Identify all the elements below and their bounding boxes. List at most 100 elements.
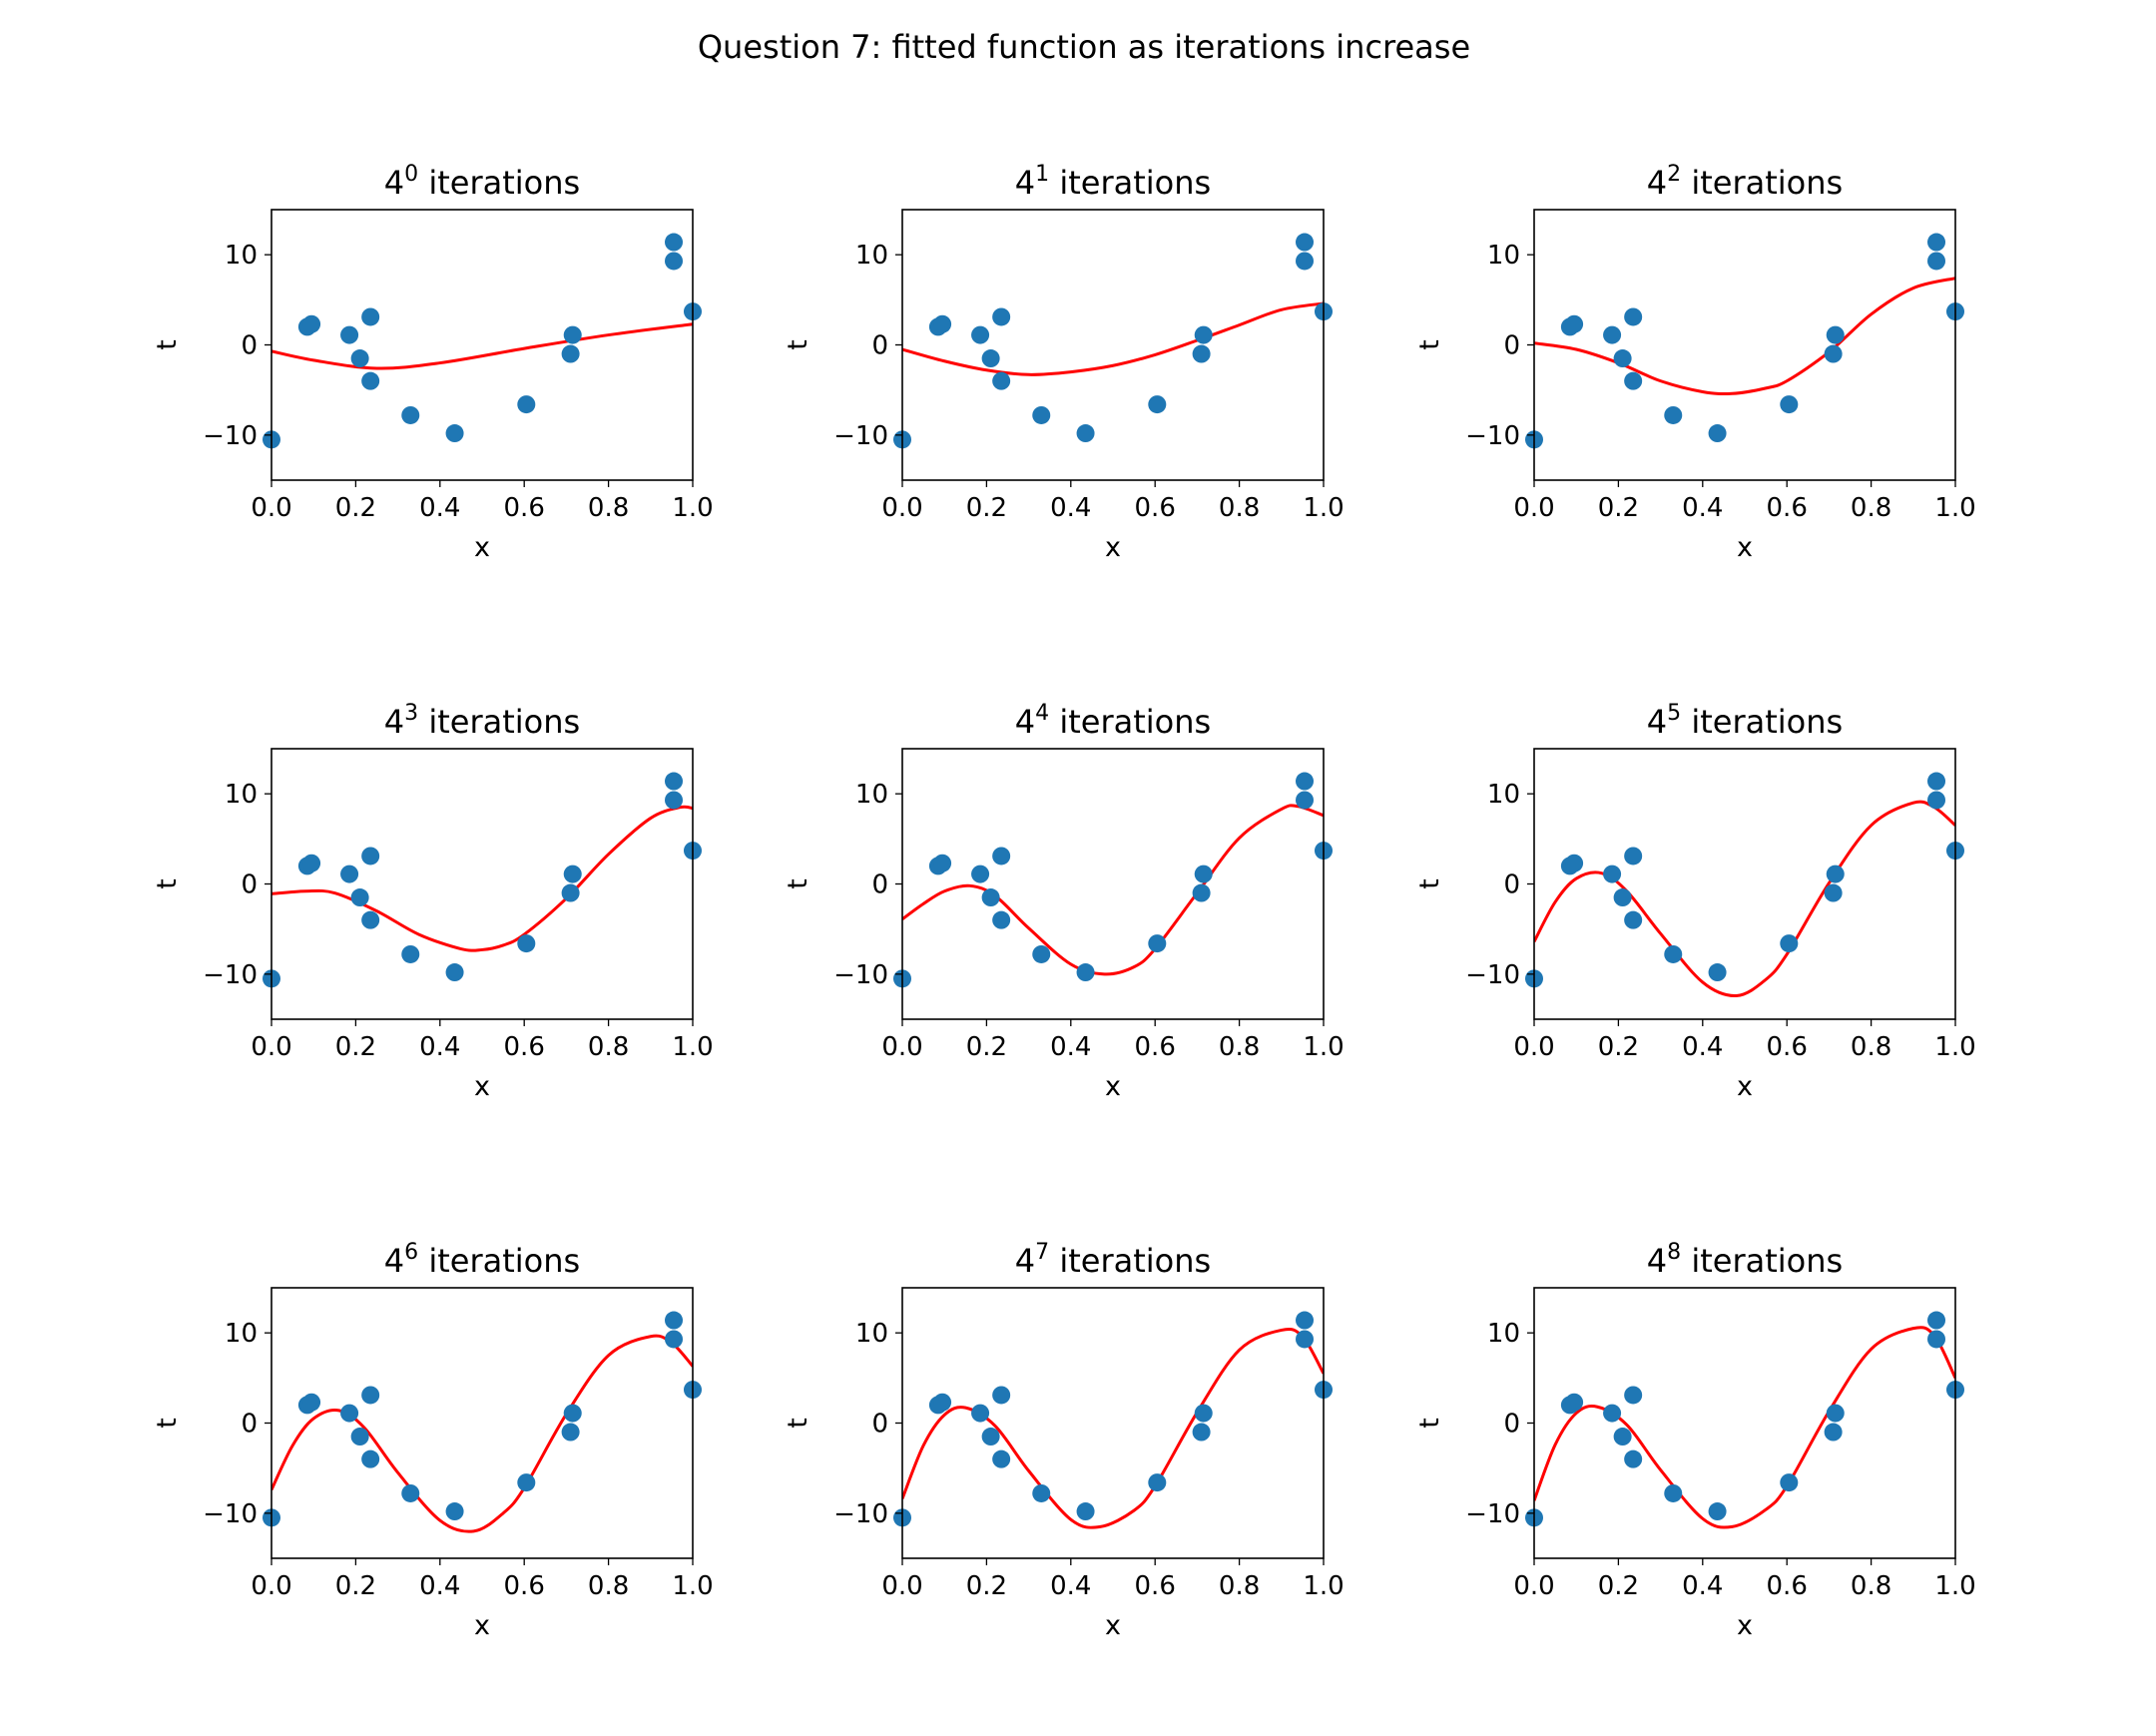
- data-point: [1565, 1393, 1584, 1412]
- data-point: [1624, 847, 1643, 866]
- fit-line: [902, 804, 1324, 976]
- subplot-title: 41 iterations: [1015, 162, 1211, 202]
- y-axis-label: t: [783, 1418, 813, 1429]
- subplot-4: 0.0 0.2 0.4 0.6 0.8 1.0 10 0 −10 x t 43 iterations: [152, 701, 714, 1102]
- x-tick-label: 0.4: [1050, 1032, 1091, 1062]
- data-point: [1664, 405, 1683, 424]
- data-point: [1824, 1423, 1843, 1442]
- data-point: [563, 325, 582, 344]
- x-tick-label: 0.6: [1767, 1032, 1808, 1062]
- subplot-8: 0.0 0.2 0.4 0.6 0.8 1.0 10 0 −10 x t 47 iterations: [783, 1240, 1345, 1641]
- subplot-title: 46 iterations: [384, 1240, 580, 1280]
- x-tick-label: 0.2: [966, 493, 1007, 523]
- y-tick-label: 10: [855, 241, 888, 271]
- subplot-title: 40 iterations: [384, 162, 580, 202]
- data-point: [933, 854, 952, 872]
- x-axis-label: x: [1105, 1610, 1121, 1641]
- x-tick-label: 0.8: [588, 493, 629, 523]
- y-tick-label: 0: [871, 331, 888, 361]
- data-point: [361, 371, 380, 390]
- fit-line: [1534, 1326, 1955, 1529]
- data-point: [1032, 944, 1051, 963]
- data-point: [1927, 1330, 1946, 1349]
- data-point: [563, 1404, 582, 1423]
- y-axis-label: t: [1414, 339, 1445, 350]
- y-tick-label: −10: [1465, 1499, 1520, 1529]
- title-rest: iterations: [1681, 1242, 1843, 1280]
- data-point: [1148, 934, 1167, 953]
- data-point: [1565, 314, 1584, 333]
- data-point: [1624, 371, 1643, 390]
- data-point: [1624, 1449, 1643, 1468]
- title-base: 4: [384, 1242, 404, 1280]
- x-tick-label: 0.8: [1851, 1032, 1891, 1062]
- title-exponent: 1: [1035, 162, 1049, 187]
- title-base: 4: [1647, 164, 1667, 202]
- data-point: [340, 865, 359, 883]
- data-point: [1076, 963, 1095, 982]
- data-point: [992, 1449, 1011, 1468]
- data-point: [561, 1423, 580, 1442]
- x-tick-label: 1.0: [1934, 1032, 1975, 1062]
- data-point: [1826, 325, 1845, 344]
- data-point: [971, 1404, 990, 1423]
- y-axis-label: t: [783, 339, 813, 350]
- y-axis-label: t: [152, 878, 183, 889]
- fit-line: [271, 805, 693, 952]
- data-point: [401, 405, 420, 424]
- subplot-3: 0.0 0.2 0.4 0.6 0.8 1.0 10 0 −10 x t 42 iterations: [1414, 162, 1976, 563]
- title-exponent: 0: [404, 162, 418, 187]
- x-axis-label: x: [1737, 1071, 1753, 1102]
- x-tick-label: 0.2: [1598, 493, 1639, 523]
- x-tick-label: 0.0: [1513, 493, 1554, 523]
- data-point: [361, 307, 380, 326]
- x-tick-label: 1.0: [1934, 493, 1975, 523]
- data-point: [1296, 233, 1315, 252]
- x-axis-label: x: [1105, 532, 1121, 563]
- x-tick-label: 0.0: [881, 1032, 922, 1062]
- title-base: 4: [1015, 703, 1035, 741]
- x-tick-label: 0.4: [1050, 493, 1091, 523]
- data-point: [665, 772, 684, 791]
- y-tick-label: −10: [203, 960, 258, 990]
- y-tick-label: −10: [203, 421, 258, 451]
- subplot-title: 45 iterations: [1647, 701, 1843, 741]
- data-point: [1613, 349, 1632, 368]
- data-point: [1194, 865, 1213, 883]
- data-point: [1708, 424, 1727, 443]
- data-point: [1192, 1423, 1211, 1442]
- y-tick-label: 0: [241, 331, 258, 361]
- data-point: [1194, 1404, 1213, 1423]
- x-tick-label: 1.0: [1303, 1571, 1344, 1601]
- x-tick-label: 1.0: [672, 1571, 713, 1601]
- y-tick-label: 10: [225, 1319, 258, 1349]
- x-tick-label: 0.4: [1682, 1571, 1723, 1601]
- y-axis-label: t: [152, 1418, 183, 1429]
- data-point: [1826, 1404, 1845, 1423]
- y-tick-label: −10: [833, 421, 888, 451]
- title-rest: iterations: [418, 703, 580, 741]
- title-rest: iterations: [1681, 703, 1843, 741]
- data-point: [302, 314, 321, 333]
- subplot-2: 0.0 0.2 0.4 0.6 0.8 1.0 10 0 −10 x t 41 iterations: [783, 162, 1345, 563]
- data-point: [340, 325, 359, 344]
- x-tick-label: 0.6: [1135, 493, 1176, 523]
- x-tick-label: 0.8: [1851, 1571, 1891, 1601]
- data-point: [445, 963, 464, 982]
- y-axis-label: t: [1414, 878, 1445, 889]
- data-point: [992, 371, 1011, 390]
- data-point: [992, 1386, 1011, 1405]
- x-tick-label: 0.4: [419, 493, 460, 523]
- data-point: [1076, 1502, 1095, 1521]
- data-point: [1624, 1386, 1643, 1405]
- y-tick-label: −10: [833, 1499, 888, 1529]
- data-point: [361, 1386, 380, 1405]
- title-base: 4: [384, 164, 404, 202]
- data-point: [1296, 772, 1315, 791]
- data-point: [1032, 405, 1051, 424]
- data-point: [1780, 934, 1799, 953]
- title-rest: iterations: [418, 1242, 580, 1280]
